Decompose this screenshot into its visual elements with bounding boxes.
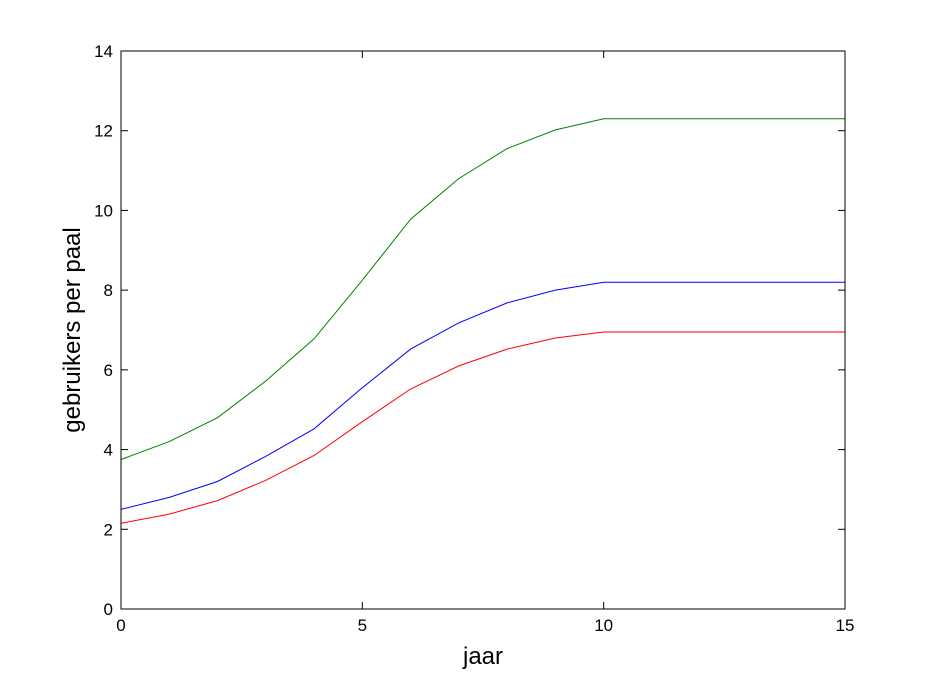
y-tick-label: 8: [104, 281, 113, 300]
y-tick-label: 14: [94, 42, 113, 61]
y-tick-label: 2: [104, 520, 113, 539]
y-tick-label: 12: [94, 122, 113, 141]
x-tick-label: 5: [358, 616, 367, 635]
series-layer: [120, 118, 845, 524]
axis-ticks: 0 5 10 15 0 2 4 6 8 10 12 14: [94, 42, 854, 635]
y-tick-label: 6: [104, 361, 113, 380]
x-tick-label: 15: [836, 616, 855, 635]
plot-area-frame: [120, 50, 846, 610]
y-axis-label: gebruikers per paal: [59, 227, 86, 432]
series-line-1: [120, 118, 845, 460]
y-tick-label: 0: [104, 600, 113, 619]
series-line-2: [120, 281, 845, 510]
y-tick-label: 10: [94, 201, 113, 220]
x-tick-label: 0: [116, 616, 125, 635]
y-tick-label: 4: [104, 441, 113, 460]
x-axis-label: jaar: [462, 643, 503, 670]
x-tick-label: 10: [594, 616, 613, 635]
series-line-3: [120, 331, 845, 524]
